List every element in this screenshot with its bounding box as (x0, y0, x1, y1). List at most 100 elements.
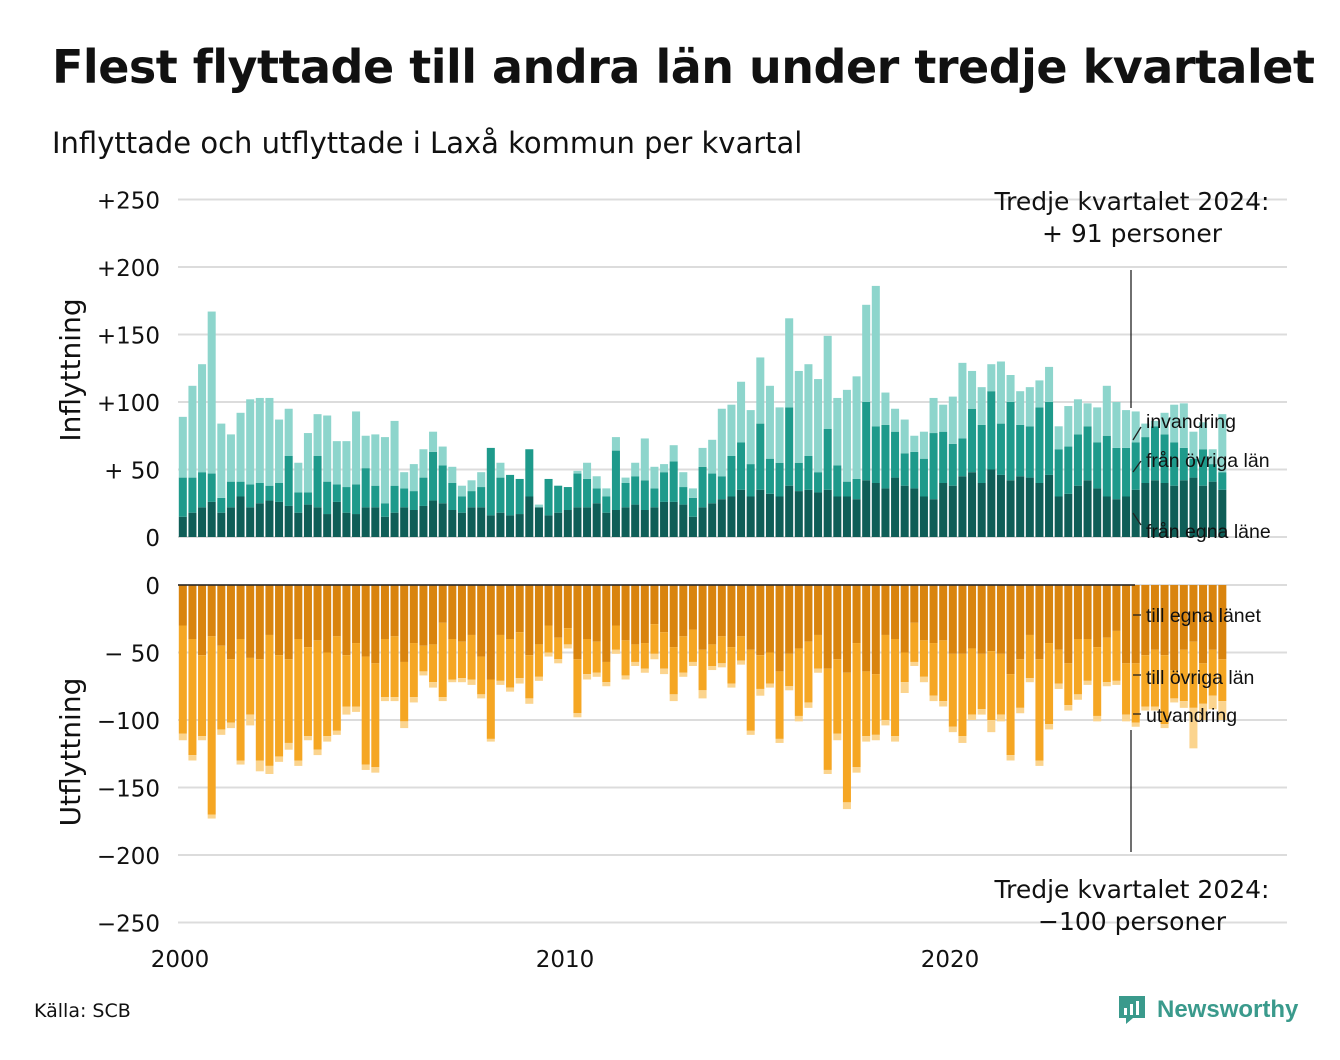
bar-ut-egna-lanet (1083, 585, 1092, 639)
bar-ut-egna-lanet (765, 585, 774, 653)
bar-in-ovriga-lan (679, 487, 688, 505)
bar-in-egna-lanet (303, 504, 312, 537)
bar-ut-ovriga-lan (1150, 649, 1159, 707)
bar-ut-utvandring (1093, 715, 1102, 722)
brand-logo[interactable]: Newsworthy (1117, 994, 1298, 1026)
bar-in-ovriga-lan (1160, 434, 1169, 483)
bar-in-ovriga-lan (1170, 442, 1179, 486)
annotation-bottom-line2: −100 personer (1038, 907, 1227, 936)
bar-ut-egna-lanet (1170, 585, 1179, 671)
bar-ut-utvandring (948, 726, 957, 733)
bar-ut-egna-lanet (409, 585, 418, 644)
bar-in-egna-lanet (313, 507, 322, 537)
bar-in-ovriga-lan (477, 487, 486, 508)
bar-ut-ovriga-lan (842, 672, 851, 803)
bar-in-invandring (448, 466, 457, 483)
bar-ut-utvandring (525, 698, 534, 704)
bar-in-egna-lanet (775, 496, 784, 537)
bar-in-egna-lanet (544, 515, 553, 537)
bar-ut-egna-lanet (785, 585, 794, 654)
bar-in-invandring (573, 470, 582, 474)
bar-in-egna-lanet (361, 507, 370, 537)
bar-in-egna-lanet (939, 483, 948, 537)
bar-ut-ovriga-lan (688, 629, 697, 662)
bar-ut-egna-lanet (698, 585, 707, 650)
bar-in-invandring (881, 392, 890, 425)
bar-in-egna-lanet (1054, 496, 1063, 537)
bar-ut-utvandring (457, 678, 466, 683)
bar-in-egna-lanet (352, 514, 361, 537)
bar-in-egna-lanet (400, 507, 409, 537)
bar-ut-egna-lanet (303, 585, 312, 648)
bar-in-egna-lanet (265, 500, 274, 537)
bar-ut-ovriga-lan (1179, 649, 1188, 702)
bar-in-egna-lanet (698, 507, 707, 537)
bar-ut-ovriga-lan (198, 655, 207, 737)
bar-in-invandring (1208, 449, 1217, 465)
bar-ut-ovriga-lan (996, 653, 1005, 715)
bar-in-egna-lanet (900, 485, 909, 537)
bar-ut-egna-lanet (486, 585, 495, 680)
axes: +250 +200 +150 +100 + 50 0 0 − 50 −100 −150 −200 −2… (54, 187, 1269, 973)
bar-in-egna-lanet (958, 476, 967, 537)
bar-in-egna-lanet (852, 499, 861, 537)
label-till-ovriga-lan: till övriga län (1146, 667, 1254, 689)
bar-in-ovriga-lan (1054, 449, 1063, 497)
bar-ut-ovriga-lan (419, 645, 428, 672)
bar-in-egna-lanet (515, 514, 524, 537)
bar-ut-egna-lanet (1025, 585, 1034, 635)
bar-ut-utvandring (919, 676, 928, 683)
bar-ut-egna-lanet (496, 585, 505, 635)
bar-ut-utvandring (352, 706, 361, 712)
bar-in-invandring (400, 472, 409, 489)
bar-in-ovriga-lan (380, 503, 389, 517)
bar-ut-ovriga-lan (361, 656, 370, 765)
bar-ut-egna-lanet (506, 585, 515, 639)
bar-ut-egna-lanet (457, 585, 466, 642)
bar-in-invandring (198, 364, 207, 473)
bar-in-egna-lanet (563, 510, 572, 537)
bar-in-ovriga-lan (1064, 446, 1073, 494)
bar-in-ovriga-lan (246, 484, 255, 508)
bar-ut-ovriga-lan (823, 668, 832, 770)
bar-ut-ovriga-lan (631, 644, 640, 662)
bar-ut-egna-lanet (669, 585, 678, 648)
bar-ut-ovriga-lan (669, 647, 678, 695)
bar-in-ovriga-lan (342, 487, 351, 513)
bar-ut-ovriga-lan (438, 622, 447, 698)
bar-in-invandring (804, 364, 813, 456)
bar-ut-ovriga-lan (977, 653, 986, 710)
bar-in-ovriga-lan (611, 450, 620, 510)
bar-ut-ovriga-lan (236, 639, 245, 761)
bar-ut-ovriga-lan (727, 647, 736, 684)
bar-ut-egna-lanet (1199, 585, 1208, 664)
bar-in-ovriga-lan (409, 491, 418, 510)
bar-in-invandring (409, 464, 418, 492)
bar-in-ovriga-lan (178, 477, 187, 517)
bar-in-egna-lanet (448, 510, 457, 537)
bar-in-invandring (371, 434, 380, 486)
bar-ut-utvandring (226, 722, 235, 729)
bar-ut-utvandring (1150, 706, 1159, 711)
bar-in-invandring (688, 488, 697, 498)
chart-title: Flest flyttade till andra län under tred… (52, 40, 1315, 94)
bar-ut-ovriga-lan (390, 636, 399, 698)
bar-ut-ovriga-lan (583, 639, 592, 675)
bar-ut-egna-lanet (188, 585, 197, 639)
bar-ut-egna-lanet (660, 585, 669, 633)
bar-in-egna-lanet (688, 516, 697, 537)
bar-in-ovriga-lan (891, 431, 900, 478)
bar-ut-utvandring (1025, 678, 1034, 683)
bar-in-egna-lanet (525, 496, 534, 537)
bar-ut-egna-lanet (621, 585, 630, 641)
bar-in-invandring (727, 404, 736, 456)
label-utvandring: utvandring (1146, 705, 1237, 727)
bar-in-invandring (419, 449, 428, 478)
bar-ut-ovriga-lan (775, 671, 784, 739)
bar-ut-ovriga-lan (217, 645, 226, 730)
bar-in-ovriga-lan (332, 484, 341, 502)
bar-ut-ovriga-lan (871, 674, 880, 735)
bar-ut-utvandring (275, 756, 284, 762)
bar-in-egna-lanet (1006, 480, 1015, 537)
bar-in-egna-lanet (717, 499, 726, 537)
